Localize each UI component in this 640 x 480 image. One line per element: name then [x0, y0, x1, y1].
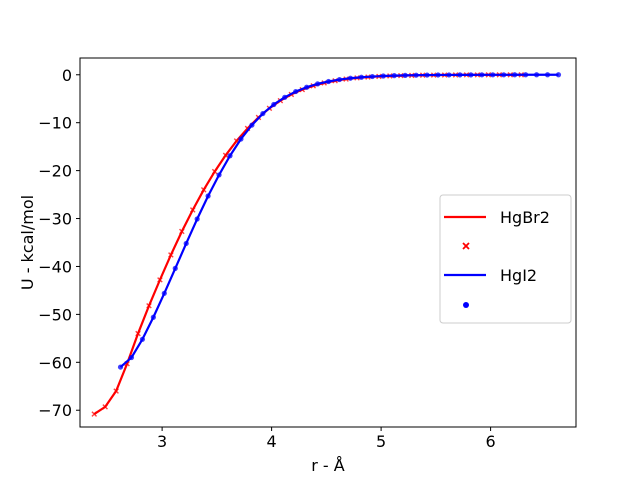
data-point-dot: [282, 94, 288, 100]
legend-frame: [439, 194, 572, 324]
data-point-x: [146, 302, 152, 309]
data-point-dot: [424, 72, 430, 78]
y-tick-label: −60: [38, 353, 72, 372]
data-point-dot: [391, 73, 397, 79]
data-point-dot: [271, 101, 277, 108]
data-point-x: [113, 388, 119, 394]
data-point-dot: [468, 72, 474, 78]
data-point-x: [222, 152, 229, 159]
data-point-dot: [117, 364, 124, 370]
data-point-dot: [555, 72, 562, 78]
data-point-dot: [139, 336, 146, 342]
data-point-dot: [358, 74, 364, 80]
data-point-dot: [446, 72, 452, 78]
y-tick-label: −20: [38, 162, 72, 181]
data-point-dot: [304, 84, 310, 90]
data-point-dot: [512, 72, 518, 78]
data-point-x: [200, 186, 207, 193]
data-point-x: [189, 207, 196, 213]
data-point-dot: [336, 76, 343, 83]
data-point-dot: [260, 110, 266, 117]
x-tick-label: 4: [267, 432, 277, 451]
axis-layer: 3 4 5 6 0 −10 −20 −30 −40 −50 −60 −70: [38, 66, 495, 451]
legend-label: HgI2: [500, 266, 537, 285]
y-tick-label: −50: [38, 305, 72, 324]
data-point-x: [135, 330, 141, 337]
data-point-dot: [216, 172, 222, 178]
y-tick-label: 0: [62, 66, 72, 85]
data-point-x: [168, 252, 174, 258]
data-point-x: [102, 404, 108, 410]
data-point-dot: [490, 72, 496, 78]
data-point-dot: [314, 81, 321, 87]
series-layer: [91, 72, 562, 417]
data-point-dot: [172, 265, 178, 271]
data-point-dot: [435, 72, 441, 78]
data-point-dot: [501, 72, 507, 78]
data-point-dot: [479, 72, 485, 78]
data-point-dot: [205, 193, 211, 199]
data-point-dot: [544, 72, 551, 78]
data-point-dot: [161, 290, 167, 296]
data-point-dot: [533, 72, 540, 78]
plot-frame: [79, 57, 577, 428]
data-point-dot: [293, 88, 299, 95]
data-point-dot: [402, 72, 408, 78]
legend-x-swatch: [462, 242, 470, 250]
data-point-dot: [150, 314, 156, 320]
x-axis-title: r - Å: [311, 456, 345, 475]
legend: HgBr2 HgI2: [439, 194, 572, 324]
x-tick-label: 3: [157, 432, 167, 451]
x-tick-label: 6: [486, 432, 496, 451]
data-point-dot: [227, 153, 233, 159]
data-point-dot: [194, 216, 200, 222]
data-point-dot: [325, 78, 332, 85]
data-point-x: [157, 277, 163, 283]
y-axis-title: U - kcal/mol: [18, 195, 37, 290]
legend-label: HgBr2: [500, 208, 550, 227]
data-point-x: [179, 228, 185, 235]
data-point-dot: [128, 354, 135, 361]
data-point-dot: [523, 72, 529, 78]
y-tick-label: −40: [38, 257, 72, 276]
y-tick-label: −10: [38, 114, 72, 133]
data-point-dot: [380, 73, 386, 79]
legend-items: HgBr2 HgI2: [444, 208, 550, 308]
data-point-dot: [347, 75, 354, 81]
data-point-dot: [413, 72, 419, 78]
legend-dot-swatch: [463, 302, 469, 308]
data-point-dot: [369, 73, 375, 80]
data-point-dot: [249, 122, 255, 128]
data-point-dot: [238, 136, 244, 142]
data-point-x: [91, 411, 98, 417]
y-tick-label: −70: [38, 401, 72, 420]
data-point-x: [211, 168, 218, 175]
data-point-dot: [457, 72, 463, 78]
y-tick-label: −30: [38, 210, 72, 229]
x-tick-label: 5: [376, 432, 386, 451]
data-point-dot: [183, 240, 189, 247]
